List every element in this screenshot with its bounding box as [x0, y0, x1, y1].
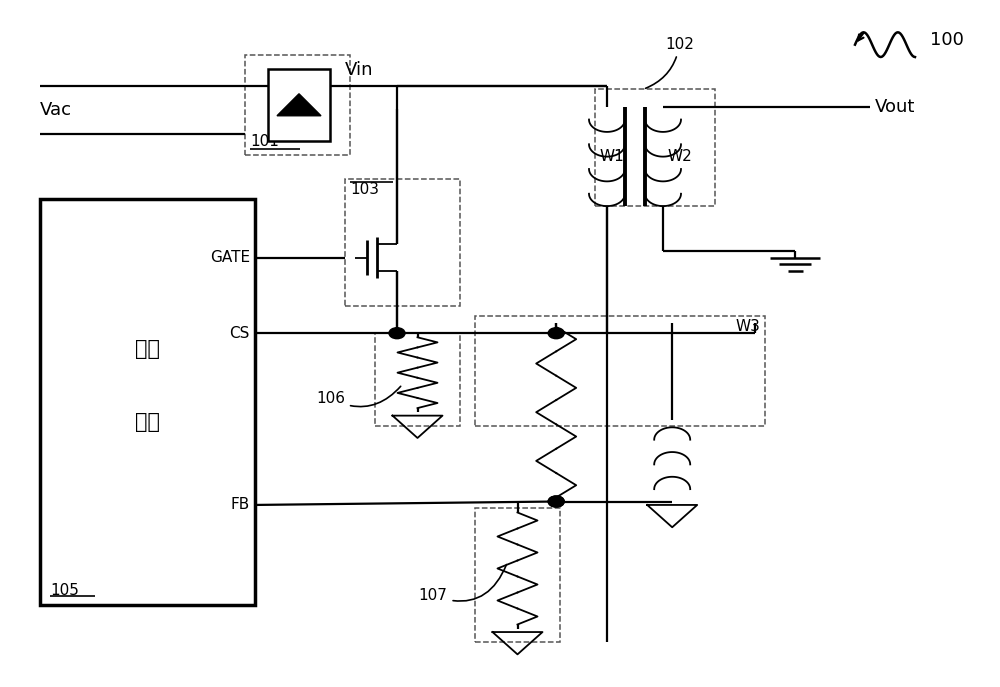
Text: CS: CS	[230, 326, 250, 341]
Text: 100: 100	[930, 31, 964, 49]
Text: W1: W1	[600, 149, 625, 164]
Text: 控制: 控制	[135, 339, 160, 359]
Text: FB: FB	[231, 497, 250, 513]
Text: 102: 102	[646, 36, 694, 89]
Text: Vout: Vout	[875, 98, 915, 116]
Bar	[345, 179, 460, 306]
Text: W2: W2	[668, 149, 693, 164]
Text: 105: 105	[50, 583, 79, 598]
Bar	[475, 316, 765, 426]
Text: 电路: 电路	[135, 412, 160, 432]
Text: 107: 107	[419, 565, 506, 603]
Text: W3: W3	[735, 319, 760, 335]
Bar	[475, 508, 560, 642]
Bar	[268, 69, 330, 141]
Text: GATE: GATE	[210, 250, 250, 265]
Bar	[245, 55, 350, 155]
Bar	[375, 333, 460, 426]
Bar	[40, 199, 255, 605]
Polygon shape	[277, 94, 321, 116]
Circle shape	[548, 496, 564, 507]
Circle shape	[548, 328, 564, 339]
Text: Vac: Vac	[40, 101, 72, 119]
Text: Vin: Vin	[345, 61, 374, 79]
Circle shape	[389, 328, 405, 339]
Text: 106: 106	[316, 386, 401, 407]
Circle shape	[548, 496, 564, 507]
Text: 103: 103	[350, 182, 379, 197]
Bar	[595, 89, 715, 206]
Text: 101: 101	[250, 134, 279, 149]
